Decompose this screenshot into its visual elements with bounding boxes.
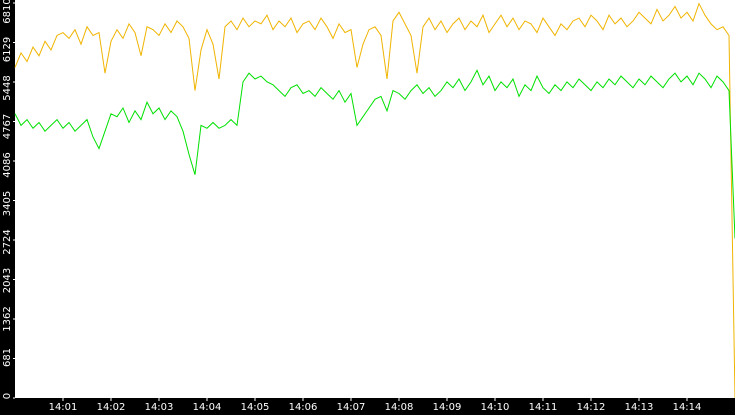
x-tick-label: 14:12 [577, 402, 606, 413]
y-axis-strip [0, 0, 15, 415]
x-tick-label: 14:06 [289, 402, 318, 413]
x-tick-label: 14:04 [193, 402, 222, 413]
x-tick-label: 14:02 [97, 402, 126, 413]
x-tick-label: 14:11 [529, 402, 558, 413]
y-tick-label: 1362 [2, 306, 13, 331]
x-tick-label: 14:03 [145, 402, 174, 413]
y-tick-label: 0 [2, 393, 13, 399]
y-tick-label: 4086 [2, 152, 13, 177]
series-line [14, 69, 735, 239]
y-tick-label: 2724 [2, 229, 13, 254]
x-tick-label: 14:07 [337, 402, 366, 413]
y-tick-label: 6129 [2, 37, 13, 62]
x-tick-label: 14:13 [625, 402, 654, 413]
series-line [14, 2, 735, 399]
x-tick-label: 14:05 [241, 402, 270, 413]
y-tick-label: 681 [2, 348, 13, 367]
y-tick-label: 6810 [2, 0, 13, 24]
x-tick-label: 14:08 [385, 402, 414, 413]
x-tick-label: 14:14 [673, 402, 702, 413]
y-tick-label: 2043 [2, 268, 13, 293]
x-tick-label: 14:09 [433, 402, 462, 413]
x-axis-strip [0, 398, 735, 415]
x-tick-label: 14:01 [49, 402, 78, 413]
y-tick-label: 3405 [2, 191, 13, 216]
x-tick-label: 14:10 [481, 402, 510, 413]
y-tick-label: 5448 [2, 75, 13, 100]
y-tick-label: 4767 [2, 114, 13, 139]
